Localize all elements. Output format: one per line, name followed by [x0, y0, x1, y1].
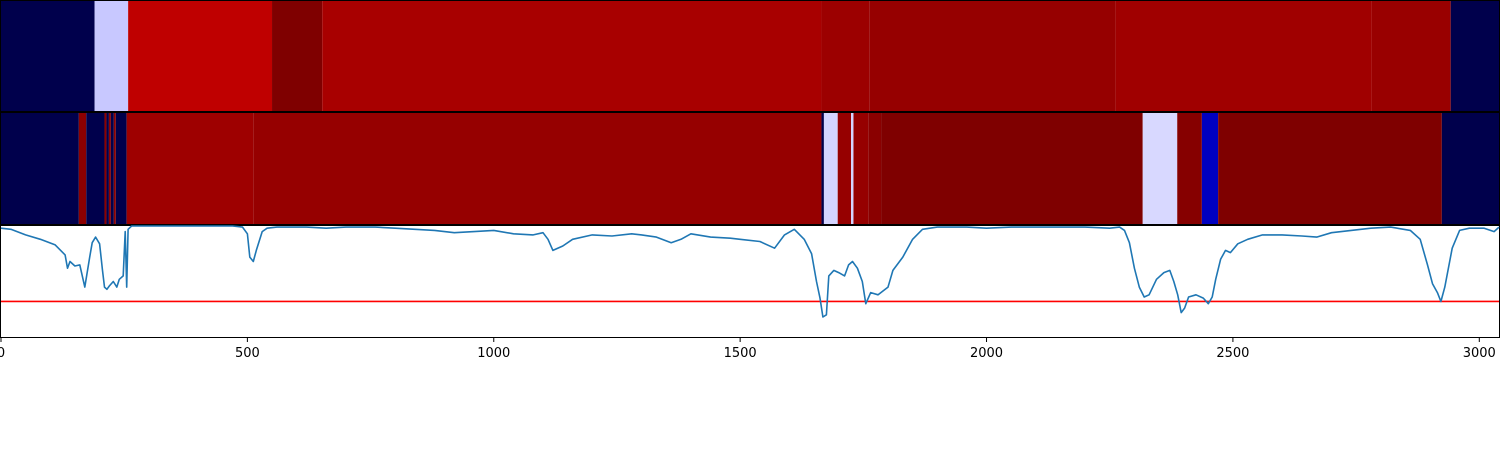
- similarity-line-panel: [0, 225, 1500, 338]
- track-2-segment-3: [104, 113, 107, 225]
- track-1-segment-9: [1450, 1, 1499, 112]
- track-2-segment-1: [78, 113, 87, 225]
- x-tick-label: 1500: [724, 346, 757, 361]
- track-2-segment-4: [106, 113, 109, 225]
- track-2-segment-17: [881, 113, 1143, 225]
- track-2-segment-2: [86, 113, 105, 225]
- track-1-segment-1: [94, 1, 129, 112]
- track-2-segment-18: [1142, 113, 1178, 225]
- track-2-segment-15: [853, 113, 869, 225]
- track-2-segment-11: [821, 113, 824, 225]
- track-2-segment-20: [1201, 113, 1219, 225]
- x-tick-label: 0: [0, 346, 5, 361]
- track-2-segment-7: [113, 113, 116, 225]
- track-1-segment-6: [869, 1, 1116, 112]
- track-2-segment-21: [1218, 113, 1442, 225]
- track-1-segment-0: [1, 1, 95, 112]
- x-axis: 0 500 1000 1500 2000 2500 3000: [0, 338, 1496, 361]
- x-tick-label: 3000: [1463, 346, 1496, 361]
- track-2-segment-12: [823, 113, 838, 225]
- track-1-segment-8: [1371, 1, 1451, 112]
- track-2-segment-9: [126, 113, 254, 225]
- track-2-segment-0: [1, 113, 79, 225]
- track-1-segment-3: [272, 1, 323, 112]
- track-2-segment-19: [1177, 113, 1202, 225]
- track-1-segment-5: [821, 1, 870, 112]
- track-1-segment-4: [322, 1, 822, 112]
- heatmap-track-2: [1, 113, 1499, 225]
- x-tick-label: 2000: [970, 346, 1003, 361]
- track-2-segment-10: [253, 113, 822, 225]
- x-tick-label: 500: [235, 346, 260, 361]
- track-2-segment-22: [1441, 113, 1499, 225]
- x-tick-label: 2500: [1216, 346, 1249, 361]
- x-tick-label: 1000: [477, 346, 510, 361]
- track-1-segment-2: [128, 1, 273, 112]
- track-2-segment-8: [115, 113, 127, 225]
- track-2-segment-6: [110, 113, 114, 225]
- heatmap-track-1: [1, 1, 1499, 112]
- track-2-segment-14: [851, 113, 854, 225]
- line-panel-frame: [0, 225, 1500, 338]
- track-2-segment-16: [868, 113, 882, 225]
- track-1-segment-7: [1115, 1, 1372, 112]
- track-2-segment-5: [108, 113, 111, 225]
- similarity-series-line: [0, 225, 1500, 318]
- track-2-segment-13: [837, 113, 852, 225]
